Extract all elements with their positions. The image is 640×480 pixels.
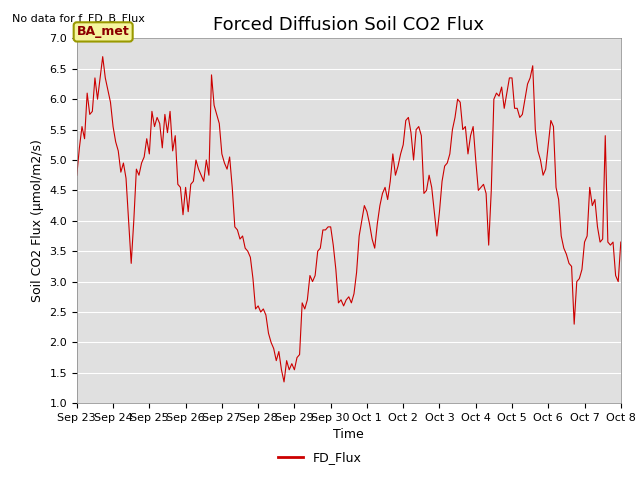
Text: BA_met: BA_met [77, 25, 129, 38]
Y-axis label: Soil CO2 Flux (μmol/m2/s): Soil CO2 Flux (μmol/m2/s) [31, 139, 44, 302]
Text: No data for f_FD_B_Flux: No data for f_FD_B_Flux [12, 13, 145, 24]
Legend: FD_Flux: FD_Flux [273, 446, 367, 469]
Title: Forced Diffusion Soil CO2 Flux: Forced Diffusion Soil CO2 Flux [213, 16, 484, 34]
X-axis label: Time: Time [333, 429, 364, 442]
